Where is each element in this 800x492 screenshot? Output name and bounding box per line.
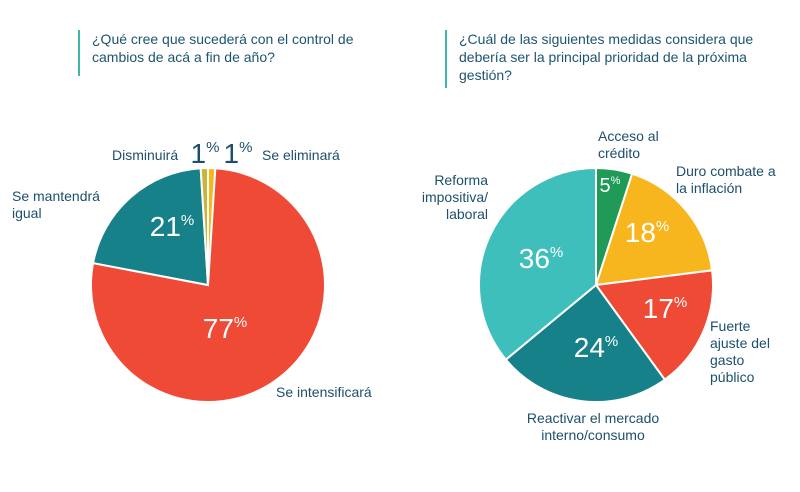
slice-label-se-eliminara: Se eliminará: [262, 147, 340, 163]
pie-value-reactivar-el-mercado-interno-consumo: 24%: [574, 332, 619, 363]
pie-chart-control-cambios: 77% 21% 1% 1%: [90, 138, 326, 403]
slice-label-acceso-credito: Acceso al crédito: [598, 128, 659, 161]
pie-value-acceso-al-credito: 5%: [600, 175, 621, 197]
pie-slice-reforma-impositiva-laboral: [478, 166, 597, 361]
pie-slice-se-mantendra-igual: [91, 167, 210, 287]
slice-label-duro-combate-inflacion: Duro combate a la inflación: [676, 163, 776, 196]
chart1-question: ¿Qué cree que sucederá con el control de…: [78, 30, 392, 76]
slice-label-reforma-impositiva: Reforma impositiva/ laboral: [421, 172, 488, 222]
pie-slice-duro-combate-a-la-inflacion: [594, 172, 714, 287]
pie-value-fuerte-ajuste-del-gasto-publico: 17%: [643, 293, 688, 324]
pie-value-reforma-impositiva-laboral: 36%: [519, 243, 564, 274]
pie-value-se-eliminara: 1%: [224, 138, 253, 169]
slice-label-fuerte-ajuste-gasto: Fuerte ajuste del gasto público: [710, 318, 770, 385]
pie-chart-prioridad-gestion: 5%18% 17% 24% 36%: [478, 166, 714, 403]
chart2-question: ¿Cuál de las siguientes medidas consider…: [445, 30, 759, 88]
slice-label-disminuira: Disminuirá: [112, 147, 179, 163]
pie-slice-fuerte-ajuste-del-gasto-publico: [594, 269, 714, 382]
pie-value-duro-combate-a-la-inflacion: 18%: [625, 217, 670, 248]
slice-label-se-mantendra-igual: Se mantendrá igual: [12, 188, 100, 221]
pie-value-se-intensificara: 77%: [203, 313, 248, 344]
slice-label-reactivar-mercado: Reactivar el mercado interno/consumo: [526, 410, 660, 443]
pie-slice-reactivar-el-mercado-interno-consumo: [504, 283, 667, 403]
pie-value-se-mantendra-igual: 21%: [150, 211, 195, 242]
slice-label-se-intensificara: Se intensificará: [276, 384, 372, 400]
pie-value-disminuira: 1%: [191, 138, 220, 169]
pie-slice-disminuira: [199, 166, 209, 286]
